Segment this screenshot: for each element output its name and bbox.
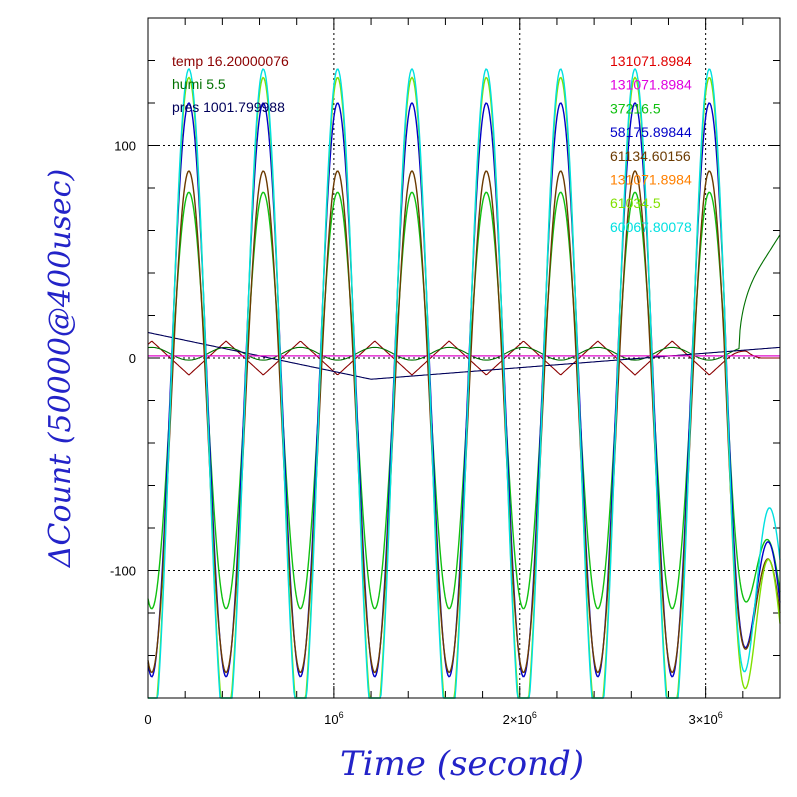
- series-line-humi: [147, 234, 781, 361]
- y-tick-label: 0: [129, 351, 136, 366]
- x-tick-label: 3×106: [688, 710, 722, 727]
- legend-left-entry: temp 16.20000076: [172, 53, 289, 69]
- legend-right: 131071.8984 131071.8984 37216.5 58175.89844…: [610, 53, 692, 235]
- x-tick-label: 0: [144, 712, 151, 727]
- legend-right-entry: 58175.89844: [610, 124, 692, 140]
- legend-left: temp 16.20000076 humi 5.5 pres 1001.799988: [172, 53, 289, 115]
- tick-labels: 0 106 2×106 3×106 -100 0 100: [110, 139, 723, 728]
- y-tick-label: 100: [114, 139, 136, 154]
- x-tick-label: 2×106: [503, 710, 537, 727]
- legend-right-entry: 131071.8984: [610, 53, 692, 69]
- legend-right-entry: 60067.80078: [610, 219, 692, 235]
- legend-right-entry: 131071.8984: [610, 77, 692, 93]
- plot-frame: [147, 17, 781, 699]
- legend-left-entry: pres 1001.799988: [172, 99, 285, 115]
- legend-right-entry: 61034.5: [610, 195, 661, 211]
- x-axis-title: Time (second): [340, 744, 584, 784]
- series-line-temp: [147, 340, 780, 376]
- x-tick-label: 106: [324, 710, 343, 727]
- y-axis-title: ΔCount (50000@400usec): [43, 169, 78, 568]
- legend-left-entry: humi 5.5: [172, 76, 226, 92]
- axis-ticks: [147, 17, 781, 699]
- legend-right-entry: 61134.60156: [610, 148, 691, 164]
- legend-right-entry: 37216.5: [610, 100, 661, 116]
- legend-right-entry: 131071.8984: [610, 172, 692, 188]
- y-tick-label: -100: [110, 564, 136, 579]
